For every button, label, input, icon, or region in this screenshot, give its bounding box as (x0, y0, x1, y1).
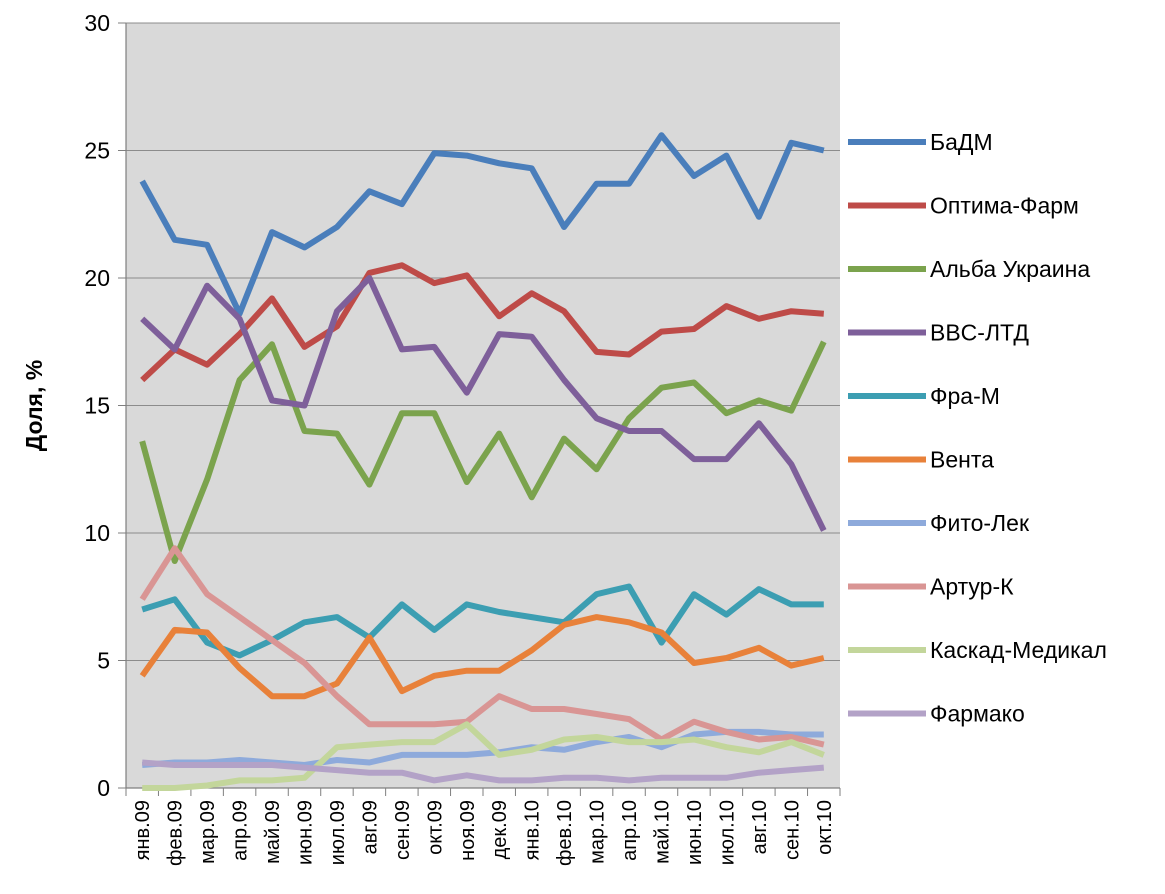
series-line-6 (139, 614, 825, 700)
series-line-7 (141, 728, 824, 768)
y-tick-label: 25 (84, 138, 110, 164)
series-line-9 (142, 721, 825, 791)
series-line-2 (140, 262, 825, 383)
x-tick-label: авг.09 (359, 800, 381, 854)
x-tick-label: фев.10 (554, 800, 576, 866)
x-tick-label: май.09 (262, 800, 284, 864)
x-tick-label: июл.10 (716, 800, 738, 865)
legend-label: Вента (930, 447, 994, 473)
y-tick-label: 30 (84, 10, 110, 36)
x-tick-label: сен.10 (781, 800, 803, 860)
x-tick-label: июн.09 (295, 800, 317, 865)
legend-label: Альба Украина (930, 256, 1090, 282)
x-tick-label: апр.09 (230, 800, 252, 861)
x-tick-label: май.10 (652, 800, 674, 864)
x-tick-label: сен.09 (392, 800, 414, 860)
x-tick-label: окт.10 (814, 800, 836, 855)
y-tick-label: 5 (97, 648, 110, 674)
series-line-1 (139, 132, 825, 317)
gridlines (126, 22, 840, 661)
axes: 0 5 10 15 20 25 30 янв.09 фев.09 мар.09 апр.09 май.… (84, 10, 841, 866)
y-axis-title: Доля, % (21, 360, 47, 451)
x-tick-label: апр.10 (619, 800, 641, 861)
series-line-5 (141, 583, 824, 659)
x-tick-label: ноя.09 (457, 800, 479, 861)
series-line-10 (141, 759, 825, 784)
legend-label: БаДМ (930, 129, 993, 155)
legend-label: BBC-ЛТД (930, 320, 1029, 346)
x-tick-label: июл.09 (327, 800, 349, 865)
legend-label: Фра-М (930, 383, 1000, 409)
legend-label: Оптима-Фарм (930, 193, 1079, 219)
legend: БаДМ Оптима-Фарм Альба Украина BBC-ЛТД Фра-М… (848, 129, 1107, 727)
series-line-8 (139, 545, 825, 748)
x-tick-label: мар.09 (197, 800, 219, 864)
y-tick-label: 0 (97, 775, 110, 801)
legend-label: Фито-Лек (930, 510, 1030, 536)
x-tick-label: янв.09 (132, 800, 154, 860)
legend-label: Артур-К (930, 574, 1014, 600)
series-line-4 (140, 275, 827, 532)
x-tick-label: окт.09 (424, 800, 446, 855)
x-tick-label: июн.10 (684, 800, 706, 865)
legend-label: Каскад-Медикал (930, 637, 1107, 663)
x-tick-label: мар.10 (587, 800, 609, 864)
x-tick-label: авг.10 (749, 800, 771, 854)
x-tick-label: фев.09 (165, 800, 187, 866)
x-tick-label: янв.10 (522, 800, 544, 860)
x-tick-label: дек.09 (489, 800, 511, 859)
y-tick-label: 20 (84, 265, 110, 291)
series-lines (139, 132, 827, 791)
legend-label: Фармако (930, 701, 1025, 727)
y-tick-label: 15 (84, 393, 110, 419)
y-tick-label: 10 (84, 520, 110, 546)
